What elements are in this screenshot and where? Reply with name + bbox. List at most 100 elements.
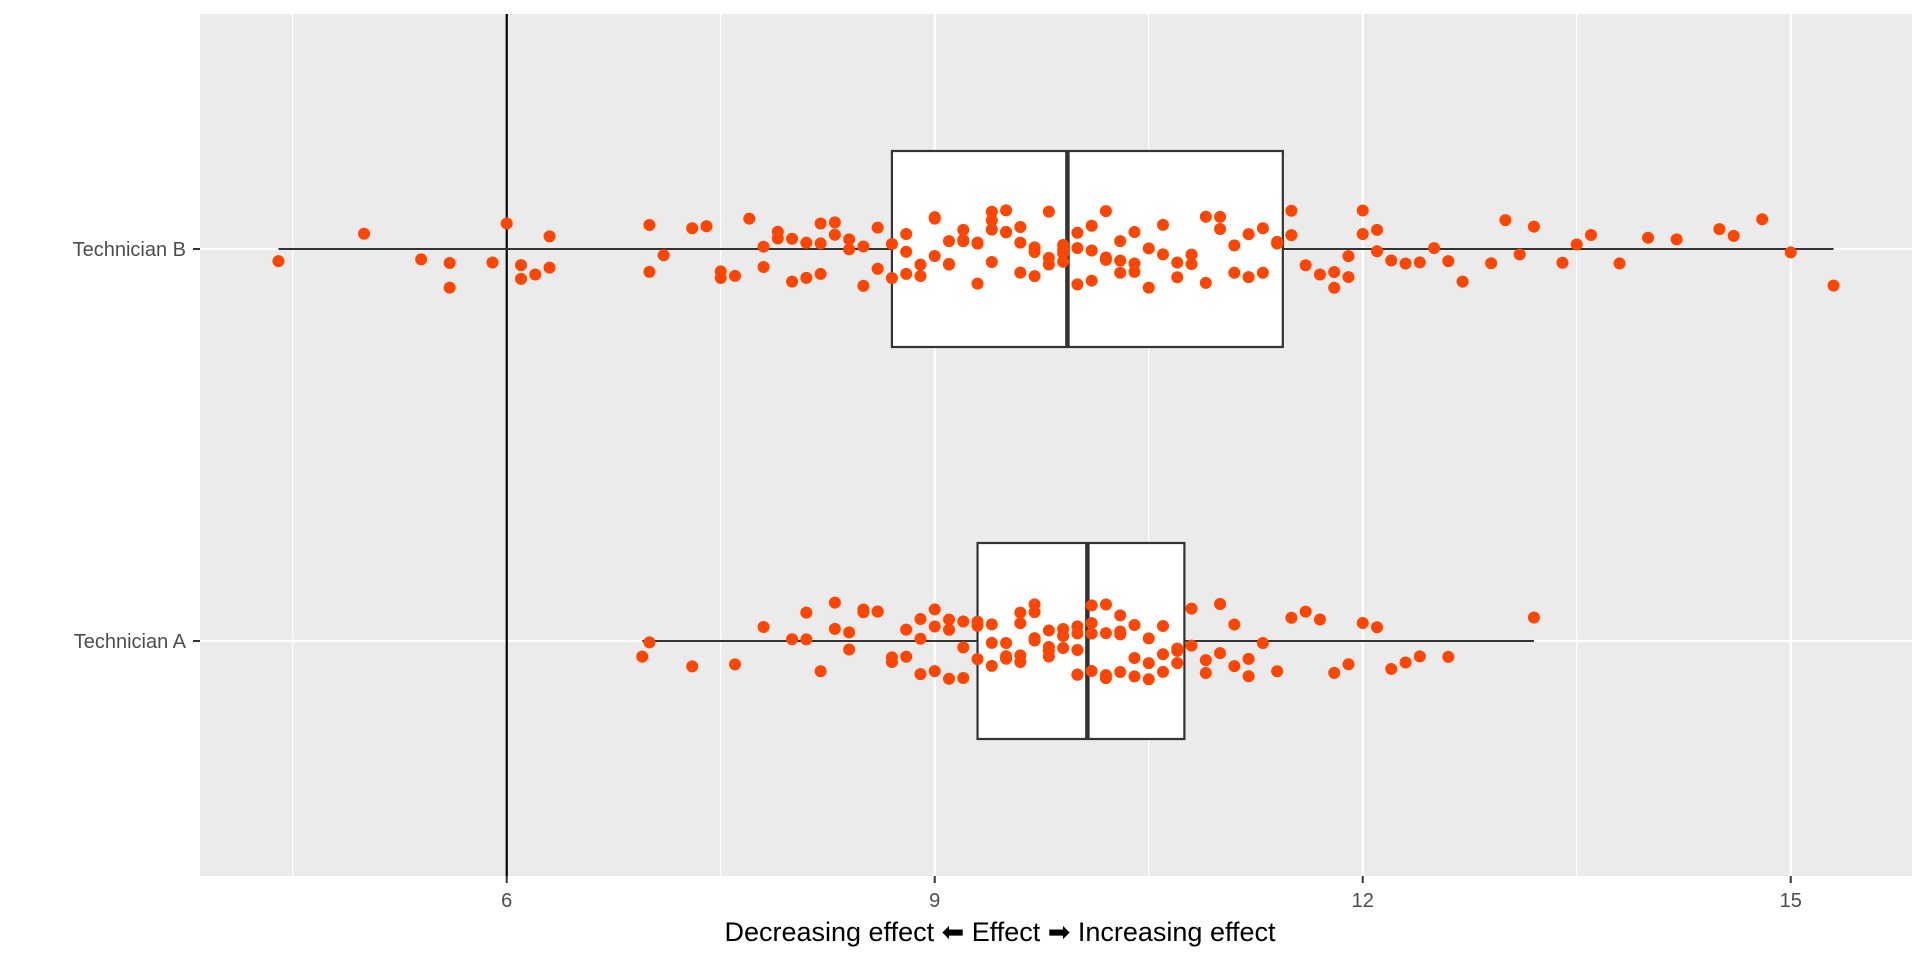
y-axis: Technician B Technician A <box>73 239 200 653</box>
data-point <box>943 613 955 626</box>
data-point <box>1071 668 1084 681</box>
data-point <box>1827 279 1840 292</box>
data-point <box>814 665 827 678</box>
data-point <box>1028 270 1041 283</box>
data-point <box>928 249 941 262</box>
data-point <box>1157 619 1169 632</box>
data-point <box>843 626 856 639</box>
data-point <box>1071 226 1084 239</box>
data-point <box>928 620 941 633</box>
data-point <box>1556 256 1569 269</box>
data-point <box>1328 666 1341 679</box>
data-point <box>1784 246 1797 259</box>
data-point <box>900 228 913 241</box>
data-point <box>800 633 813 646</box>
data-point <box>1085 627 1098 640</box>
data-point <box>1214 647 1227 660</box>
data-point <box>1428 242 1441 255</box>
data-point <box>1727 229 1740 242</box>
data-point <box>543 230 556 243</box>
data-point <box>1028 632 1041 645</box>
data-point <box>1256 222 1269 235</box>
data-point <box>1128 670 1141 683</box>
data-point <box>1028 245 1041 258</box>
data-point <box>1042 205 1055 218</box>
data-point <box>1442 255 1455 268</box>
data-point <box>1171 657 1184 670</box>
data-point <box>1271 237 1284 250</box>
data-point <box>985 618 998 631</box>
data-point <box>1199 276 1212 289</box>
data-point <box>1028 606 1041 619</box>
data-point <box>1299 605 1312 618</box>
data-point <box>900 623 913 636</box>
data-point <box>1228 266 1241 279</box>
data-point <box>1385 662 1398 675</box>
data-point <box>700 220 713 233</box>
data-point <box>957 641 970 654</box>
data-point <box>914 668 927 681</box>
data-point <box>857 240 870 253</box>
data-point <box>1099 253 1112 266</box>
data-point <box>657 249 670 262</box>
data-point <box>1513 248 1526 261</box>
data-point <box>1356 227 1369 240</box>
data-point <box>515 259 527 272</box>
data-point <box>1085 665 1098 678</box>
data-point <box>914 270 927 283</box>
data-point <box>1071 643 1084 656</box>
data-point <box>1228 660 1241 673</box>
data-point <box>885 238 898 251</box>
y-category-label: Technician B <box>73 239 186 261</box>
data-point <box>885 651 898 664</box>
data-point <box>843 243 856 256</box>
data-point <box>771 225 784 238</box>
data-point <box>1442 650 1455 663</box>
data-point <box>1128 226 1141 239</box>
data-point <box>1014 266 1027 279</box>
data-point <box>914 258 927 271</box>
data-point <box>928 603 941 616</box>
data-point <box>1413 256 1426 269</box>
data-point <box>928 211 941 224</box>
data-point <box>1142 657 1155 670</box>
data-point <box>786 275 799 288</box>
data-point <box>985 205 998 218</box>
data-point <box>871 221 884 234</box>
data-point <box>1228 618 1241 631</box>
data-point <box>1328 281 1341 294</box>
data-point <box>1185 258 1198 271</box>
x-tick-label: 15 <box>1780 890 1802 912</box>
data-point <box>1527 220 1540 233</box>
data-point <box>1042 641 1055 654</box>
data-point <box>729 658 741 671</box>
data-point <box>1085 244 1098 257</box>
data-point <box>686 222 699 235</box>
data-point <box>1085 219 1098 232</box>
data-point <box>1485 257 1498 270</box>
data-point <box>1356 204 1369 217</box>
data-point <box>1057 629 1070 642</box>
data-point <box>1042 258 1055 271</box>
data-point <box>1242 652 1255 665</box>
data-point <box>757 240 770 253</box>
data-point <box>1499 214 1512 227</box>
data-point <box>1114 266 1127 279</box>
data-point <box>1085 617 1098 630</box>
data-point <box>1157 665 1169 678</box>
data-point <box>943 235 955 248</box>
data-point <box>943 623 955 636</box>
data-point <box>843 233 856 246</box>
data-point <box>800 271 813 284</box>
data-point <box>828 216 841 229</box>
data-point <box>1157 648 1169 661</box>
data-point <box>857 279 870 292</box>
data-point <box>729 269 741 282</box>
data-point <box>1014 236 1027 249</box>
data-point <box>415 253 428 266</box>
data-point <box>971 237 984 250</box>
data-point <box>857 606 870 619</box>
data-point <box>1299 259 1312 272</box>
data-point <box>686 660 699 673</box>
data-point <box>1085 599 1098 612</box>
